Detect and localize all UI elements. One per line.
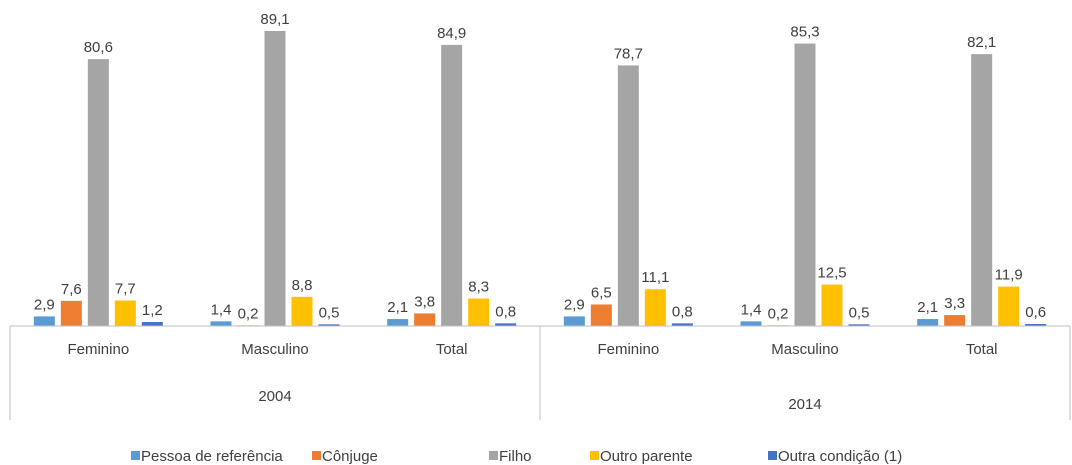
bar	[468, 298, 490, 326]
legend-swatch	[131, 451, 140, 460]
bar	[441, 44, 463, 327]
bar	[740, 321, 762, 326]
legend-label: Outra condição (1)	[778, 448, 902, 465]
bar	[291, 296, 313, 326]
x-tick-label: Feminino	[67, 341, 129, 358]
data-label: 1,2	[142, 302, 163, 319]
bar	[944, 315, 966, 326]
bar	[917, 319, 939, 326]
bar	[848, 324, 870, 326]
bar	[33, 316, 55, 326]
data-label: 11,1	[641, 269, 669, 286]
x-tick-label: Feminino	[597, 341, 659, 358]
bar	[794, 43, 816, 326]
data-label: 2,9	[564, 296, 585, 313]
legend-swatch	[768, 451, 777, 460]
legend-label: Filho	[499, 448, 532, 465]
data-label: 0,8	[672, 303, 693, 320]
data-label: 84,9	[437, 25, 466, 42]
data-label: 1,4	[211, 301, 232, 318]
x-tick-label: Masculino	[771, 341, 839, 358]
data-label: 82,1	[967, 34, 996, 51]
legend-label: Outro parente	[600, 448, 693, 465]
data-label: 78,7	[614, 45, 643, 62]
data-label: 2,1	[387, 299, 408, 316]
bar	[210, 321, 232, 326]
x-tick-label: Total	[966, 341, 998, 358]
bar	[821, 284, 843, 326]
data-label: 0,5	[319, 304, 340, 321]
data-label: 1,4	[741, 301, 762, 318]
group-label: 2014	[788, 396, 821, 413]
data-label: 12,5	[817, 265, 846, 282]
legend-swatch	[489, 451, 498, 460]
data-label: 3,3	[944, 295, 965, 312]
data-label: 0,6	[1025, 304, 1046, 321]
bar	[60, 300, 82, 326]
bar	[671, 323, 693, 326]
data-label: 89,1	[260, 11, 289, 28]
bar	[1025, 324, 1047, 326]
data-label: 85,3	[790, 24, 819, 41]
bar	[617, 65, 639, 326]
bar	[644, 289, 666, 326]
data-label: 2,1	[917, 299, 938, 316]
bar	[318, 324, 340, 326]
data-label: 7,6	[61, 281, 82, 298]
data-label: 8,8	[292, 277, 313, 294]
bar	[495, 323, 517, 326]
bar	[141, 322, 163, 326]
legend-swatch	[590, 451, 599, 460]
data-label: 0,5	[849, 304, 870, 321]
x-tick-label: Total	[436, 341, 468, 358]
data-label: 80,6	[84, 39, 113, 56]
legend-swatch	[312, 451, 321, 460]
data-label: 8,3	[468, 278, 489, 295]
data-label: 0,2	[238, 305, 259, 322]
data-label: 7,7	[115, 280, 136, 297]
data-label: 2,9	[34, 296, 55, 313]
bar	[998, 286, 1020, 326]
bar	[87, 59, 109, 326]
bar	[387, 319, 409, 326]
bar	[590, 304, 612, 326]
data-label: 11,9	[995, 267, 1023, 284]
data-label: 0,8	[495, 303, 516, 320]
data-label: 6,5	[591, 284, 612, 301]
bar	[563, 316, 585, 326]
x-tick-label: Masculino	[241, 341, 309, 358]
bar	[414, 313, 436, 326]
legend-label: Pessoa de referência	[141, 448, 283, 465]
bar	[264, 30, 286, 326]
bar	[971, 54, 993, 326]
group-label: 2004	[258, 388, 291, 405]
data-label: 0,2	[768, 305, 789, 322]
legend-label: Cônjuge	[322, 448, 378, 465]
bar	[114, 300, 136, 326]
data-label: 3,8	[414, 293, 435, 310]
